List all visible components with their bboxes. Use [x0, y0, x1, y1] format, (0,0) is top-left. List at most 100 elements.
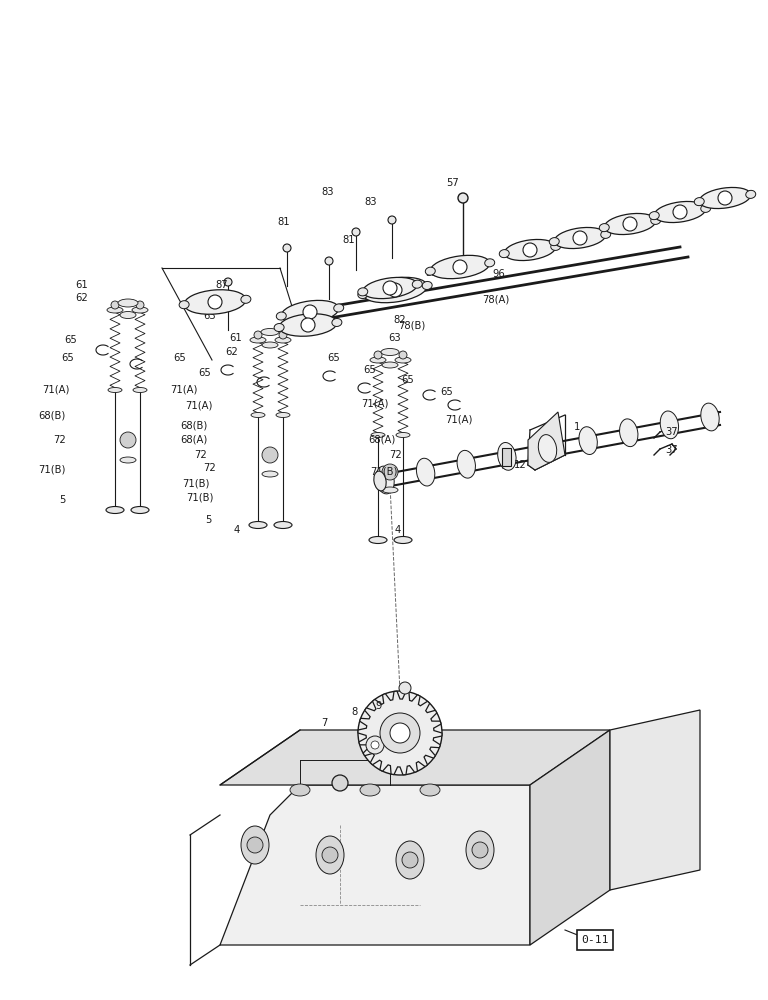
Circle shape — [325, 257, 333, 265]
Text: 65: 65 — [65, 335, 78, 345]
Circle shape — [383, 281, 397, 295]
Ellipse shape — [694, 198, 704, 206]
Circle shape — [388, 216, 396, 224]
Circle shape — [208, 295, 222, 309]
Text: 72: 72 — [194, 450, 207, 460]
Text: 96: 96 — [492, 269, 505, 279]
Circle shape — [262, 447, 278, 463]
Ellipse shape — [290, 784, 310, 796]
Ellipse shape — [108, 387, 122, 392]
Text: 61: 61 — [75, 280, 88, 290]
Ellipse shape — [382, 487, 398, 493]
Ellipse shape — [107, 307, 123, 313]
Circle shape — [136, 301, 144, 309]
Text: 81: 81 — [278, 217, 290, 227]
Text: 81: 81 — [343, 235, 356, 245]
Ellipse shape — [251, 412, 265, 418]
Text: 1: 1 — [574, 422, 580, 432]
Ellipse shape — [362, 277, 427, 303]
Text: 68(A): 68(A) — [369, 435, 396, 445]
Text: 71(A): 71(A) — [185, 400, 213, 410]
Circle shape — [390, 723, 410, 743]
Text: 63: 63 — [389, 333, 402, 343]
Ellipse shape — [551, 242, 561, 250]
Circle shape — [254, 331, 262, 339]
Text: 65: 65 — [61, 353, 74, 363]
Text: 4: 4 — [234, 525, 240, 535]
Ellipse shape — [241, 295, 251, 303]
Ellipse shape — [118, 299, 138, 307]
Ellipse shape — [370, 357, 386, 363]
Text: 71(A): 71(A) — [170, 385, 197, 395]
Polygon shape — [358, 691, 442, 775]
Circle shape — [301, 318, 315, 332]
Ellipse shape — [184, 290, 246, 314]
Ellipse shape — [660, 411, 679, 439]
Polygon shape — [220, 785, 530, 945]
Ellipse shape — [430, 255, 490, 279]
Circle shape — [390, 723, 410, 743]
Text: 61: 61 — [230, 333, 243, 343]
Circle shape — [388, 283, 402, 297]
Ellipse shape — [376, 466, 394, 494]
Text: 95: 95 — [406, 280, 419, 290]
Text: 62: 62 — [226, 347, 238, 357]
Circle shape — [472, 842, 488, 858]
Ellipse shape — [120, 312, 136, 318]
Ellipse shape — [316, 836, 344, 874]
Ellipse shape — [649, 212, 659, 220]
Ellipse shape — [106, 506, 124, 514]
Text: 71(B): 71(B) — [38, 465, 66, 475]
Polygon shape — [530, 730, 610, 945]
Ellipse shape — [250, 337, 266, 343]
Ellipse shape — [538, 435, 557, 462]
Circle shape — [382, 464, 398, 480]
Ellipse shape — [498, 442, 516, 470]
Ellipse shape — [120, 457, 136, 463]
Text: 71(B): 71(B) — [187, 493, 214, 503]
Ellipse shape — [425, 267, 435, 275]
Text: 4: 4 — [395, 525, 401, 535]
Ellipse shape — [650, 216, 660, 224]
Circle shape — [279, 331, 287, 339]
Ellipse shape — [396, 432, 410, 438]
Ellipse shape — [485, 259, 495, 267]
Circle shape — [303, 305, 317, 319]
Circle shape — [322, 847, 338, 863]
Ellipse shape — [241, 826, 269, 864]
Ellipse shape — [274, 324, 284, 332]
Circle shape — [371, 741, 379, 749]
Ellipse shape — [334, 304, 344, 312]
Ellipse shape — [699, 187, 751, 209]
Ellipse shape — [499, 250, 509, 258]
Circle shape — [402, 852, 418, 868]
Ellipse shape — [332, 318, 342, 326]
Circle shape — [623, 217, 637, 231]
Circle shape — [573, 231, 587, 245]
Text: 72: 72 — [389, 450, 402, 460]
Text: 68(B): 68(B) — [180, 420, 207, 430]
Polygon shape — [528, 412, 565, 470]
Text: 65: 65 — [441, 387, 453, 397]
Ellipse shape — [549, 238, 559, 246]
Circle shape — [352, 228, 360, 236]
Ellipse shape — [746, 190, 756, 198]
Text: 72: 72 — [54, 435, 66, 445]
Circle shape — [111, 301, 119, 309]
Text: 5: 5 — [59, 495, 65, 505]
Ellipse shape — [422, 281, 432, 289]
Circle shape — [283, 244, 291, 252]
Text: 37: 37 — [666, 427, 678, 437]
Ellipse shape — [412, 280, 422, 288]
Text: 0-11: 0-11 — [581, 935, 609, 945]
Ellipse shape — [700, 204, 710, 212]
Ellipse shape — [382, 362, 398, 368]
Ellipse shape — [249, 522, 267, 528]
Ellipse shape — [262, 342, 278, 348]
Ellipse shape — [381, 349, 399, 356]
Circle shape — [224, 278, 232, 286]
Ellipse shape — [601, 230, 611, 238]
Circle shape — [366, 736, 384, 754]
Text: 62: 62 — [75, 293, 88, 303]
Ellipse shape — [374, 471, 386, 491]
